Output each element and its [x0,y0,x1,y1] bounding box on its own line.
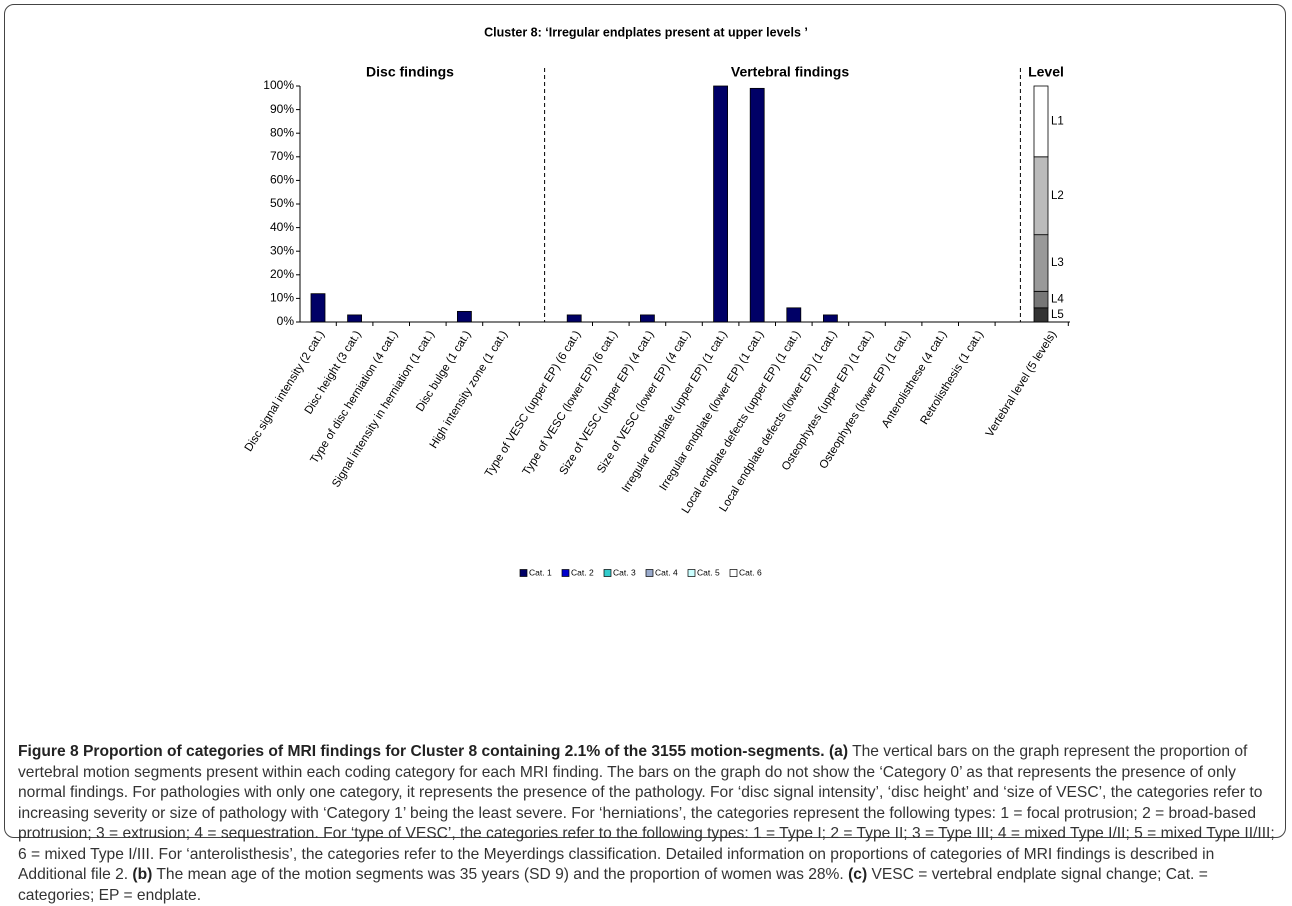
x-tick-label: Anterolisthese (4 cat.) [880,329,950,430]
legend-swatch [645,569,654,577]
x-tick-label: Retrolisthesis (1 cat.) [918,329,986,427]
bar [310,293,326,323]
legend-label: Cat. 3 [613,567,636,577]
level-segment [1033,290,1049,309]
y-tick-label: 60% [270,173,294,187]
bar [456,310,472,323]
y-tick-label: 20% [270,267,294,281]
figure-caption: Figure 8 Proportion of categories of MRI… [18,742,1280,906]
legend-label: Cat. 6 [739,567,762,577]
level-label: L2 [1051,190,1064,202]
page: Cluster 8: ‘Irregular endplates present … [4,4,1286,904]
level-label: L3 [1051,257,1064,269]
legend-swatch [729,569,738,577]
level-segment [1033,85,1049,158]
y-tick-label: 70% [270,149,294,163]
caption-text: Figure 8 Proportion of categories of MRI… [18,743,825,760]
level-segment [1033,234,1049,292]
section-label: Vertebral findings [731,64,849,80]
legend-swatch [519,569,528,577]
y-tick-label: 100% [263,78,294,92]
y-tick-label: 50% [270,196,294,210]
level-label: L5 [1051,309,1064,321]
bar [786,307,802,323]
legend-label: Cat. 1 [529,567,552,577]
y-tick-label: 10% [270,291,294,305]
bar [566,314,582,323]
level-label: L1 [1051,115,1064,127]
bar [713,85,728,323]
y-tick-label: 0% [277,314,295,328]
chart: Cluster 8: ‘Irregular endplates present … [243,25,1070,577]
legend-swatch [687,569,696,577]
bar [823,314,838,323]
level-label: L4 [1051,294,1064,306]
section-label: Level [1028,64,1064,80]
bar [640,314,655,323]
legend-label: Cat. 2 [571,567,594,577]
level-segment [1033,307,1049,323]
caption-text: (b) [128,866,153,883]
y-tick-label: 40% [270,220,294,234]
caption-text: The mean age of the motion segments was … [152,866,844,883]
y-tick-label: 80% [270,125,294,139]
legend-swatch [603,569,612,577]
bar [347,314,363,323]
x-tick-label: High intensity zone (1 cat.) [428,329,510,451]
figure-frame [4,4,1286,838]
y-tick-label: 30% [270,243,294,257]
caption-text: The vertical bars on the graph represent… [18,743,1275,883]
y-tick-label: 90% [270,102,294,116]
level-segment [1033,156,1049,236]
section-label: Disc findings [366,64,454,80]
chart-title: Cluster 8: ‘Irregular endplates present … [484,25,808,39]
bar [749,87,765,323]
x-tick-label: Vertebral level (5 levels) [984,329,1059,440]
legend-swatch [561,569,570,577]
legend-label: Cat. 4 [655,567,678,577]
caption-text: (c) [843,866,868,883]
legend-label: Cat. 5 [697,567,720,577]
caption-text: (a) [824,743,849,760]
